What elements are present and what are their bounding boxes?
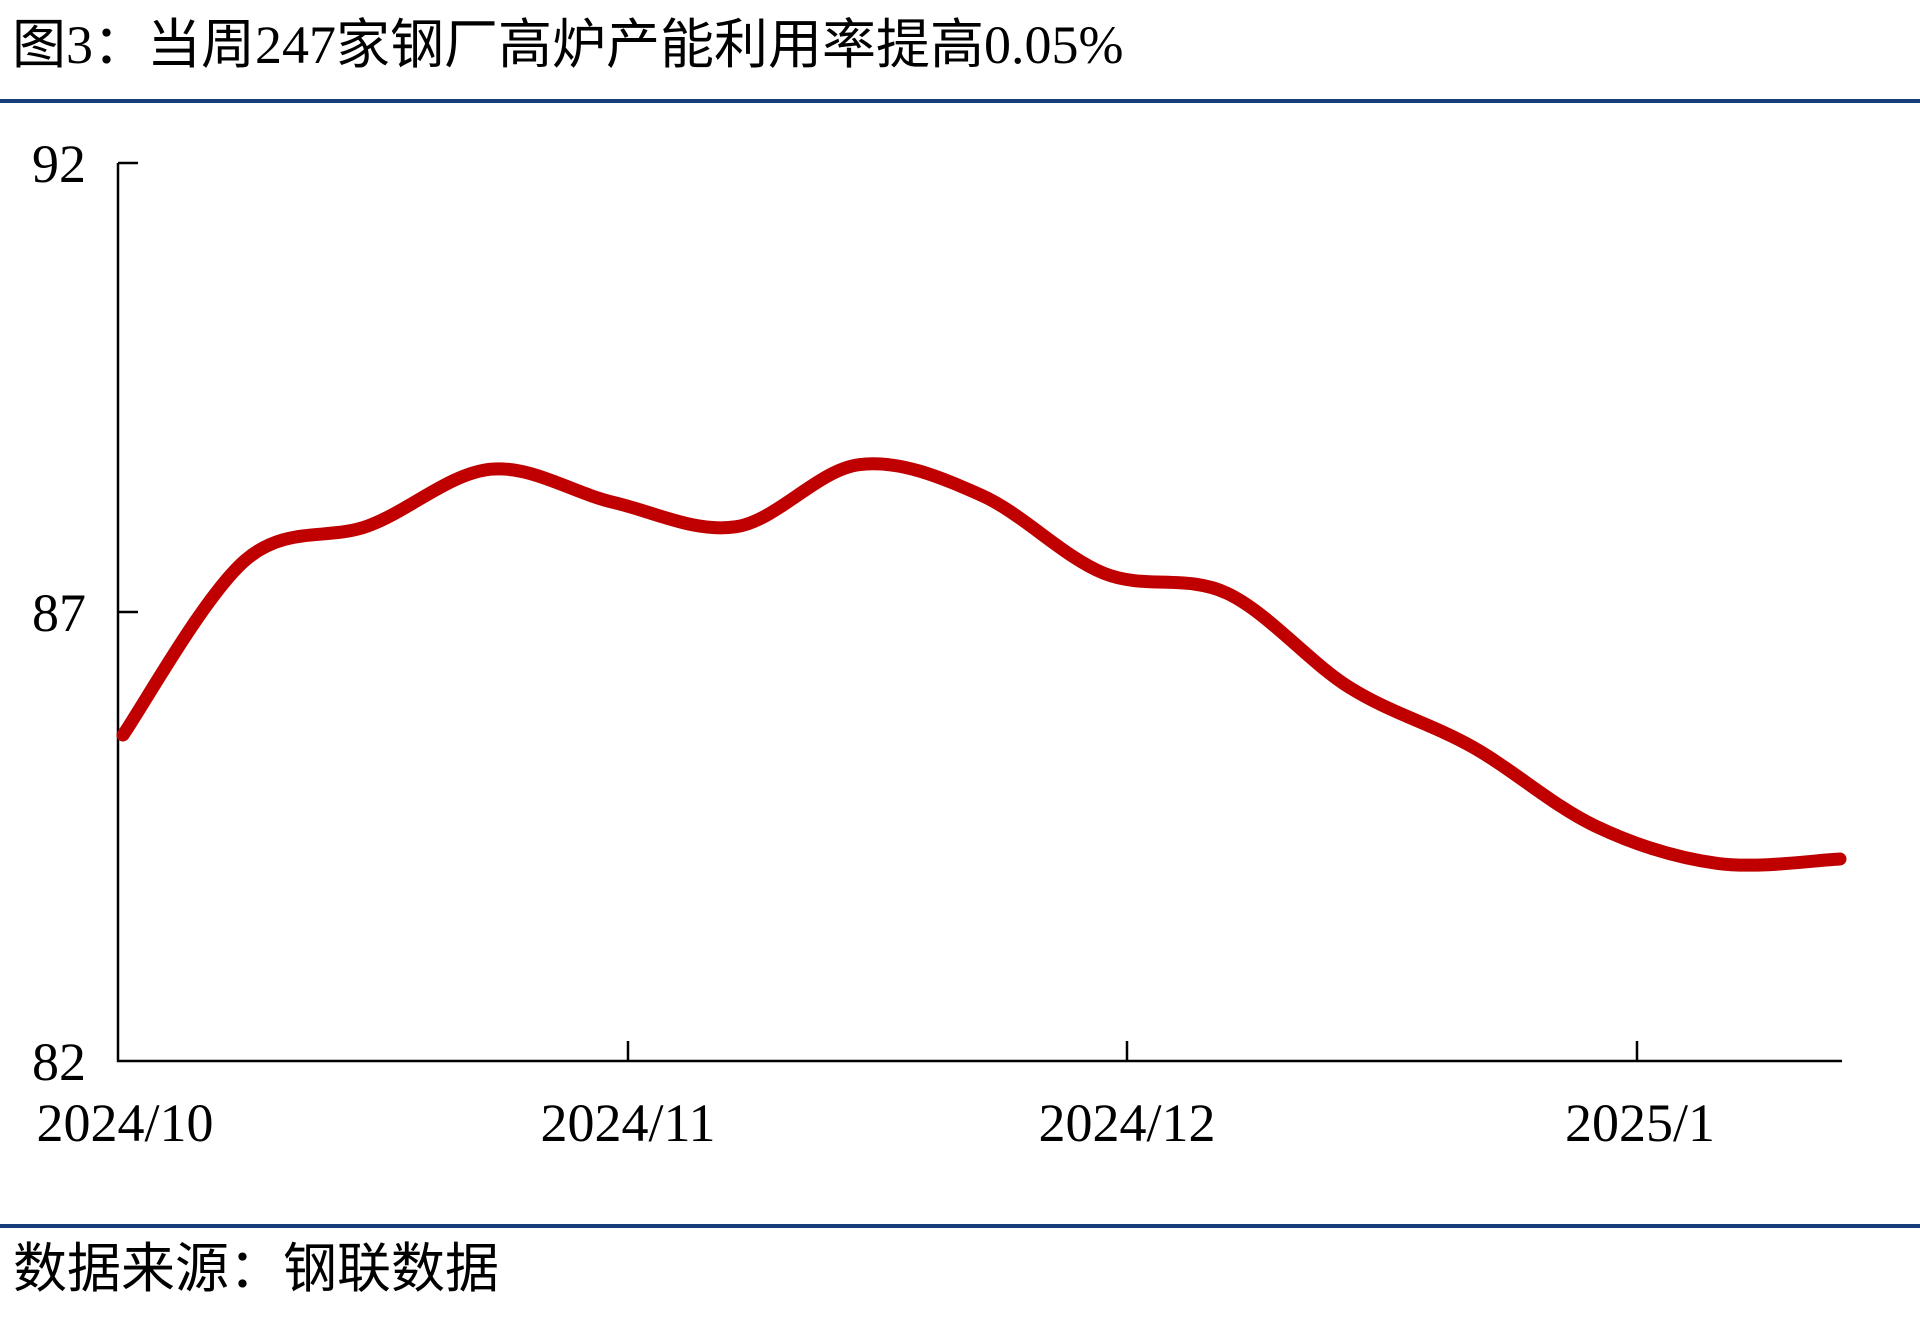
footer-divider-line xyxy=(0,1224,1920,1228)
y-tick-label-92: 92 xyxy=(32,134,86,194)
title-divider-line xyxy=(0,99,1920,103)
data-source-text: 数据来源：钢联数据 xyxy=(13,1239,499,1299)
figure-title: 图3：当周247家钢厂高炉产能利用率提高0.05% xyxy=(12,15,1124,75)
y-tick-label-87: 87 xyxy=(32,583,86,643)
utilization-rate-line xyxy=(116,457,1847,872)
x-tick-label-2024-10: 2024/10 xyxy=(36,1093,214,1153)
x-tick-label-2024-12: 2024/12 xyxy=(1038,1093,1216,1153)
x-tick-label-2024-11: 2024/11 xyxy=(540,1093,716,1153)
y-tick-label-82: 82 xyxy=(32,1032,86,1092)
chart-axes xyxy=(116,161,1842,1063)
x-tick-label-2025-1: 2025/1 xyxy=(1564,1093,1716,1153)
